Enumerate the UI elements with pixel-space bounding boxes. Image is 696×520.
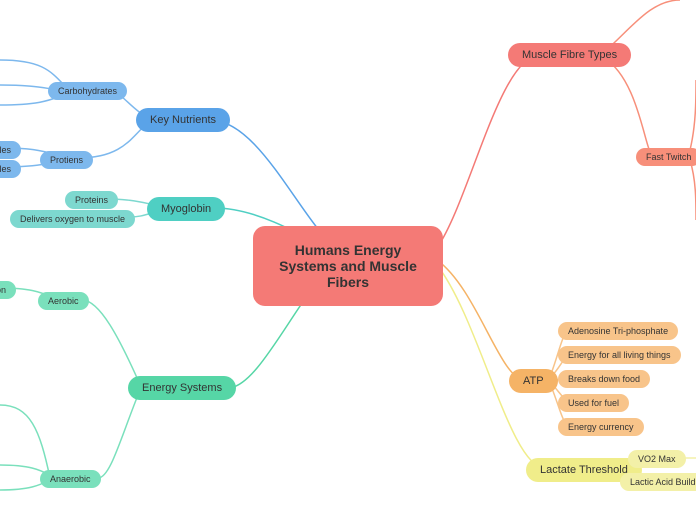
atp-sub5[interactable]: Energy currency <box>558 418 644 436</box>
sub-cles-1[interactable]: cles <box>0 141 21 159</box>
myo-proteins-node[interactable]: Proteins <box>65 191 118 209</box>
vo2-node[interactable]: VO2 Max <box>628 450 686 468</box>
protiens-node[interactable]: Protiens <box>40 151 93 169</box>
atp-sub3[interactable]: Breaks down food <box>558 370 650 388</box>
sub-cles-2[interactable]: cles <box>0 160 21 178</box>
center-node[interactable]: Humans Energy Systems and Muscle Fibers <box>253 226 443 306</box>
carbohydrates-node[interactable]: Carbohydrates <box>48 82 127 100</box>
atp-sub2[interactable]: Energy for all living things <box>558 346 681 364</box>
aerobic-node[interactable]: Aerobic <box>38 292 89 310</box>
anaerobic-node[interactable]: Anaerobic <box>40 470 101 488</box>
energy-systems-node[interactable]: Energy Systems <box>128 376 236 400</box>
atp-node[interactable]: ATP <box>509 369 558 393</box>
muscle-fibre-node[interactable]: Muscle Fibre Types <box>508 43 631 67</box>
myo-deliver-node[interactable]: Delivers oxygen to muscle <box>10 210 135 228</box>
myoglobin-node[interactable]: Myoglobin <box>147 197 225 221</box>
atp-sub4[interactable]: Used for fuel <box>558 394 629 412</box>
lactic-node[interactable]: Lactic Acid Buildup in bl <box>620 473 696 491</box>
key-nutrients-node[interactable]: Key Nutrients <box>136 108 230 132</box>
fast-twitch-node[interactable]: Fast Twitch <box>636 148 696 166</box>
sub3-node[interactable]: on <box>0 281 16 299</box>
atp-sub1[interactable]: Adenosine Tri-phosphate <box>558 322 678 340</box>
